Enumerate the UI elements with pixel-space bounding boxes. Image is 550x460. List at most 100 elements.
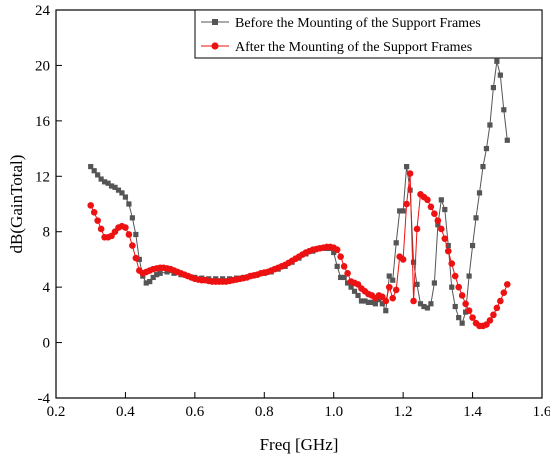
data-point — [143, 280, 149, 286]
x-tick-label: 1.6 — [533, 404, 550, 420]
data-point — [386, 273, 392, 279]
legend-label-before: Before the Mounting of the Support Frame… — [235, 16, 481, 31]
data-point — [417, 301, 424, 307]
data-point — [494, 58, 500, 64]
x-tick-label: 0.2 — [47, 404, 66, 420]
data-point — [504, 137, 510, 143]
y-axis-title: dB(GainTotal) — [7, 155, 26, 254]
data-point — [389, 294, 397, 302]
data-point — [465, 307, 473, 315]
data-point — [399, 256, 407, 263]
data-point — [379, 301, 385, 307]
data-point — [483, 145, 490, 152]
data-point — [500, 289, 508, 296]
legend: Before the Mounting of the Support Frame… — [194, 9, 543, 59]
data-point — [102, 179, 108, 185]
data-point — [383, 308, 389, 314]
data-point — [490, 85, 496, 91]
data-point — [126, 201, 132, 207]
data-point — [455, 283, 462, 291]
data-point — [497, 297, 504, 305]
data-point — [427, 203, 435, 211]
data-point — [421, 303, 427, 310]
data-point — [98, 176, 104, 182]
data-point — [435, 222, 441, 228]
data-point — [369, 299, 375, 305]
data-point — [393, 240, 399, 246]
data-point — [136, 256, 142, 263]
y-tick-label: 20 — [35, 58, 50, 74]
x-tick-label: 1.2 — [394, 404, 413, 420]
data-point — [385, 283, 393, 291]
data-point — [87, 202, 95, 209]
data-point — [473, 215, 479, 221]
data-point — [133, 231, 139, 238]
data-point — [434, 217, 442, 224]
data-point — [372, 301, 378, 307]
data-point — [476, 190, 483, 196]
data-point — [410, 297, 417, 305]
x-tick-label: 0.8 — [255, 404, 274, 420]
data-point — [115, 187, 122, 193]
data-point — [154, 272, 160, 278]
data-point — [348, 284, 354, 290]
data-point — [95, 172, 101, 178]
data-point — [406, 170, 414, 177]
data-point — [331, 249, 337, 256]
data-point — [97, 225, 105, 233]
data-point — [337, 253, 344, 260]
y-tick-label: 4 — [43, 280, 51, 296]
x-tick-label: 0.4 — [116, 404, 135, 420]
data-point — [334, 263, 340, 269]
data-point — [503, 281, 511, 288]
data-point — [449, 284, 455, 290]
data-point — [466, 273, 472, 279]
x-tick-label: 1.4 — [463, 404, 482, 420]
data-point — [424, 305, 431, 311]
data-point — [414, 281, 420, 287]
data-point — [444, 247, 452, 255]
data-point — [125, 231, 133, 238]
data-point — [119, 190, 125, 196]
data-point — [129, 215, 135, 221]
data-point — [164, 269, 170, 275]
data-point — [90, 209, 98, 216]
data-point — [397, 208, 403, 214]
data-point — [469, 242, 476, 249]
data-point — [441, 235, 449, 242]
data-point — [400, 208, 406, 214]
data-point — [463, 309, 469, 315]
data-point — [112, 184, 118, 190]
data-point — [365, 299, 372, 305]
y-tick-label: -4 — [38, 391, 51, 407]
legend-label-after: After the Mounting of the Support Frames — [235, 40, 472, 55]
data-point — [428, 301, 434, 307]
data-point — [345, 280, 351, 286]
data-point — [147, 279, 153, 285]
data-point — [451, 272, 459, 280]
data-point — [448, 260, 456, 267]
data-point — [480, 163, 486, 170]
data-point — [362, 298, 368, 304]
x-tick-label: 1.0 — [324, 404, 343, 420]
y-tick-label: 0 — [43, 336, 51, 352]
data-point — [486, 317, 494, 324]
data-point — [122, 194, 129, 200]
data-point — [431, 280, 437, 286]
data-point — [376, 297, 382, 303]
data-point — [392, 286, 400, 294]
data-point — [338, 274, 344, 281]
plot-area — [56, 10, 542, 398]
data-point — [390, 277, 396, 283]
data-point — [487, 122, 493, 128]
data-point — [458, 292, 466, 299]
data-point — [105, 180, 111, 186]
x-tick-label: 0.6 — [185, 404, 204, 420]
data-point — [438, 225, 445, 233]
data-point — [91, 168, 97, 174]
data-point — [344, 269, 351, 277]
data-point — [355, 292, 361, 299]
y-tick-label: 24 — [35, 3, 51, 19]
data-point — [351, 288, 358, 294]
